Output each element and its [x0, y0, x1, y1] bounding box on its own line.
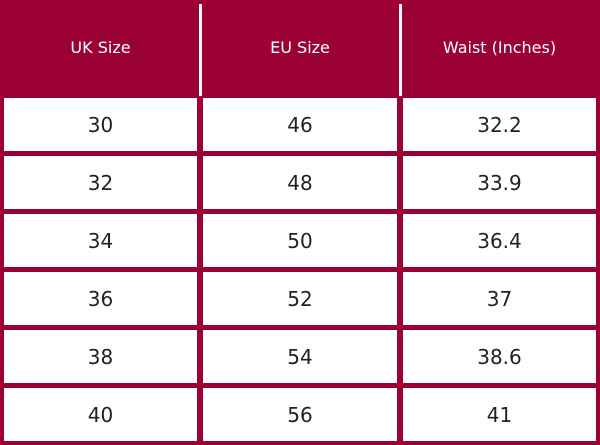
table-cell: 38.6 [403, 330, 596, 383]
table-cell: 32 [4, 156, 197, 209]
table-cell: 33.9 [403, 156, 596, 209]
table-cell: 46 [203, 98, 397, 151]
table-cell: 32.2 [403, 98, 596, 151]
table-cell: 41 [403, 388, 596, 441]
table-cell: 52 [203, 272, 397, 325]
header-cell: EU Size [270, 38, 330, 57]
table-cell: 56 [203, 388, 397, 441]
table-cell: 40 [4, 388, 197, 441]
table-cell: 54 [203, 330, 397, 383]
table-cell: 36 [4, 272, 197, 325]
header-cell: Waist (Inches) [442, 38, 557, 57]
header-separator [399, 4, 402, 96]
header-separator [199, 4, 202, 96]
table-cell: 48 [203, 156, 397, 209]
table-cell: 38 [4, 330, 197, 383]
table-cell: 36.4 [403, 214, 596, 267]
table-cell: 37 [403, 272, 596, 325]
table-cell: 50 [203, 214, 397, 267]
table-cell: 30 [4, 98, 197, 151]
header-cell: UK Size [70, 38, 131, 57]
table-cell: 34 [4, 214, 197, 267]
